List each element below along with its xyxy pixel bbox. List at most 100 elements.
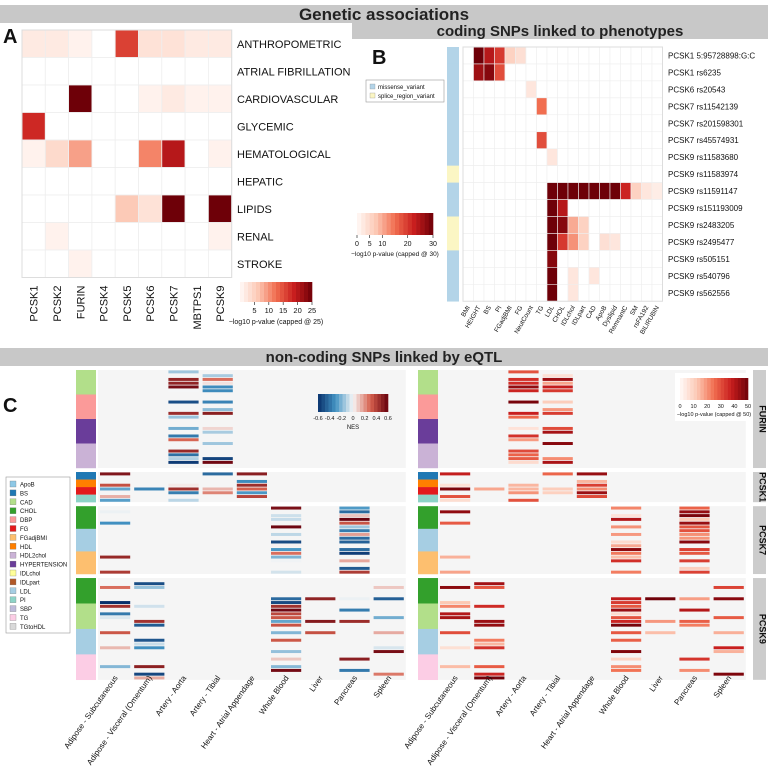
- trait-legend-label: TG: [20, 616, 29, 622]
- legend-swatch: [724, 378, 728, 400]
- heatmap-cell: [557, 250, 569, 268]
- heatmap-cell: [68, 84, 93, 113]
- eqtl-cell: [611, 555, 642, 559]
- legend-swatch: [411, 213, 417, 235]
- eqtl-cell: [508, 415, 539, 419]
- eqtl-cell: [100, 646, 131, 650]
- heatmap-cell: [536, 250, 548, 268]
- eqtl-cell: [679, 566, 710, 570]
- heatmap-cell: [567, 63, 579, 82]
- legend-swatch: [720, 378, 725, 400]
- heatmap-cell: [91, 167, 116, 196]
- heatmap-cell: [599, 63, 611, 82]
- heatmap-cell: [473, 250, 485, 268]
- heatmap-cell: [546, 80, 558, 99]
- heatmap-cell: [536, 182, 548, 200]
- heatmap-cell: [462, 182, 474, 200]
- legend-swatch: [703, 378, 708, 400]
- heatmap-cell: [114, 84, 139, 113]
- eqtl-cell: [373, 597, 404, 601]
- gene-facet-label: PCSK1: [758, 472, 768, 502]
- legend-tick-label: -0.4: [325, 416, 334, 422]
- legend-tick-label: 0.2: [361, 416, 369, 422]
- eqtl-cell: [576, 472, 607, 476]
- variant-legend: missense_variant splice_region_variant: [365, 79, 445, 103]
- eqtl-cell: [440, 495, 471, 499]
- heatmap-cell: [21, 112, 46, 141]
- eqtl-cell: [168, 438, 199, 442]
- legend-swatch: [700, 378, 705, 400]
- heatmap-cell: [630, 182, 642, 200]
- heatmap-cell: [588, 97, 600, 116]
- eqtl-cell: [271, 506, 302, 510]
- tissue-label: Artery - Tibial: [188, 674, 223, 718]
- heatmap-cell: [44, 194, 69, 223]
- trait-legend-label: FG: [20, 527, 29, 533]
- heatmap-cell: [641, 46, 653, 65]
- heatmap-cell: [494, 182, 506, 200]
- heatmap-cell: [578, 267, 590, 285]
- trait-strip-cell: [418, 370, 438, 395]
- heatmap-cell: [557, 80, 569, 99]
- heatmap-cell: [536, 148, 548, 166]
- heatmap-cell: [620, 165, 632, 183]
- heatmap-cell: [651, 131, 663, 150]
- eqtl-cell: [542, 491, 573, 495]
- column-label: MBTPS1: [192, 286, 204, 330]
- eqtl-cell: [271, 608, 302, 612]
- eqtl-cell: [271, 631, 302, 635]
- eqtl-cell: [508, 411, 539, 415]
- eqtl-cell: [236, 483, 267, 487]
- heatmap-cell: [599, 283, 611, 302]
- heatmap-cell: [609, 80, 621, 99]
- trait-strip-cell: [76, 370, 96, 395]
- heatmap-cell: [641, 114, 653, 133]
- eqtl-cell: [373, 672, 404, 676]
- heatmap-cell: [536, 80, 548, 99]
- row-label: PCSK9 rs540796: [668, 272, 730, 281]
- heatmap-cell: [567, 250, 579, 268]
- gene-block-background: [98, 370, 406, 469]
- heatmap-cell: [91, 112, 116, 141]
- heatmap-cell: [184, 249, 209, 278]
- heatmap-cell: [546, 216, 558, 234]
- trait-legend-swatch: [9, 498, 17, 505]
- eqtl-cell: [168, 377, 199, 381]
- eqtl-cell: [100, 570, 131, 574]
- heatmap-cell: [473, 46, 485, 65]
- trait-strip-cell: [418, 578, 438, 604]
- eqtl-cell: [679, 540, 710, 544]
- trait-strip-cell: [76, 628, 96, 655]
- row-label: PCSK9 rs151193009: [668, 204, 743, 213]
- heatmap-cell: [630, 63, 642, 82]
- eqtl-cell: [100, 521, 131, 525]
- heatmap-cell: [651, 148, 663, 166]
- heatmap-cell: [494, 97, 506, 116]
- eqtl-cell: [440, 665, 471, 669]
- trait-legend-swatch: [9, 578, 17, 586]
- heatmap-cell: [68, 167, 93, 196]
- variant-class-cell: [447, 148, 459, 166]
- trait-legend-label: HDL2chol: [20, 554, 46, 560]
- legend-tick-label: 0.4: [373, 416, 381, 422]
- heatmap-cell: [630, 216, 642, 234]
- heatmap-cell: [546, 97, 558, 116]
- heatmap-cell: [473, 182, 485, 200]
- eqtl-cell: [440, 570, 471, 574]
- heatmap-cell: [207, 139, 233, 168]
- heatmap-cell: [44, 112, 69, 141]
- row-label: STROKE: [237, 259, 282, 271]
- legend-swatch: [335, 394, 340, 412]
- heatmap-cell: [641, 233, 653, 251]
- heatmap-cell: [525, 131, 537, 150]
- eqtl-cell: [339, 668, 370, 672]
- trait-strip-cell: [418, 472, 438, 480]
- heatmap-cell: [21, 29, 46, 58]
- heatmap-cell: [494, 267, 506, 285]
- heatmap-cell: [138, 139, 163, 168]
- legend-swatch: [386, 213, 392, 235]
- eqtl-cell: [168, 415, 199, 419]
- heatmap-cell: [588, 283, 600, 302]
- eqtl-cell: [713, 631, 744, 635]
